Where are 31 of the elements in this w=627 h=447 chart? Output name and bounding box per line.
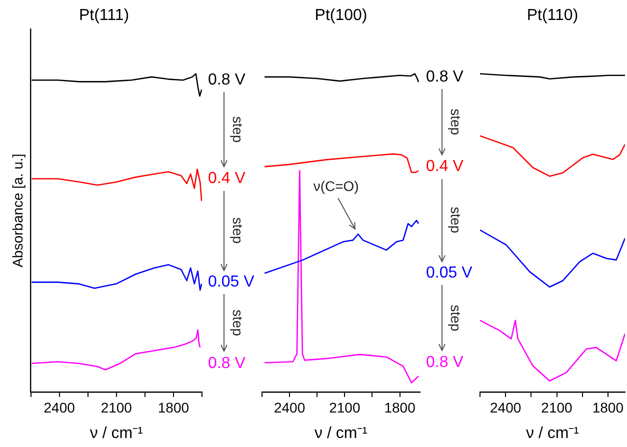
x-axis-title: ν / cm⁻¹ (90, 424, 143, 442)
chart-title: Pt(100) (314, 7, 368, 24)
series-label: 0.8 V (426, 354, 464, 372)
text: 0.05 V (426, 264, 473, 282)
text: step (448, 108, 464, 136)
x-tick-label: 2100 (329, 399, 360, 416)
x-tick-label: 1800 (592, 399, 624, 416)
text: step (230, 310, 246, 336)
annotation: ν(C=O) (313, 178, 359, 194)
text: step (448, 206, 464, 234)
text: step (230, 116, 246, 143)
x-tick-label: 2400 (490, 399, 522, 416)
series-label: 0.8 V (208, 354, 246, 372)
x-axis-title: ν / cm⁻¹ (314, 424, 368, 442)
x-axis-title: ν / cm⁻¹ (526, 424, 579, 442)
x-tick-label: 2100 (100, 399, 132, 416)
x-tick-label: 2100 (541, 399, 573, 416)
series-label: 0.8 V (426, 68, 464, 86)
x-tick-label: 1800 (158, 399, 190, 416)
x-tick-label: 2400 (44, 399, 76, 416)
x-tick-label: 1800 (384, 399, 416, 416)
text: step (448, 304, 464, 332)
series-label: 0.4 V (426, 158, 464, 176)
chart-title: Pt(111) (78, 7, 130, 24)
y-axis-title: Absorbance [a. u.] (9, 154, 26, 268)
text: step (230, 217, 246, 244)
series-label: 0.8 V (208, 72, 246, 89)
series-label: 0.05 V (208, 274, 255, 291)
chart-title: Pt(110) (526, 7, 578, 24)
series-label: 0.4 V (208, 170, 246, 188)
x-tick-label: 2400 (274, 399, 306, 416)
